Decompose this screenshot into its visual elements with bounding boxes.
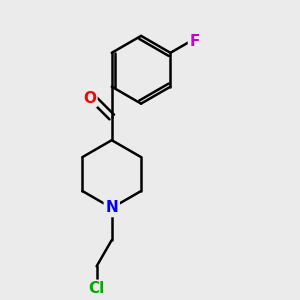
Text: Cl: Cl [88, 281, 105, 296]
Text: N: N [105, 200, 118, 215]
Text: F: F [190, 34, 200, 49]
Text: O: O [83, 91, 96, 106]
